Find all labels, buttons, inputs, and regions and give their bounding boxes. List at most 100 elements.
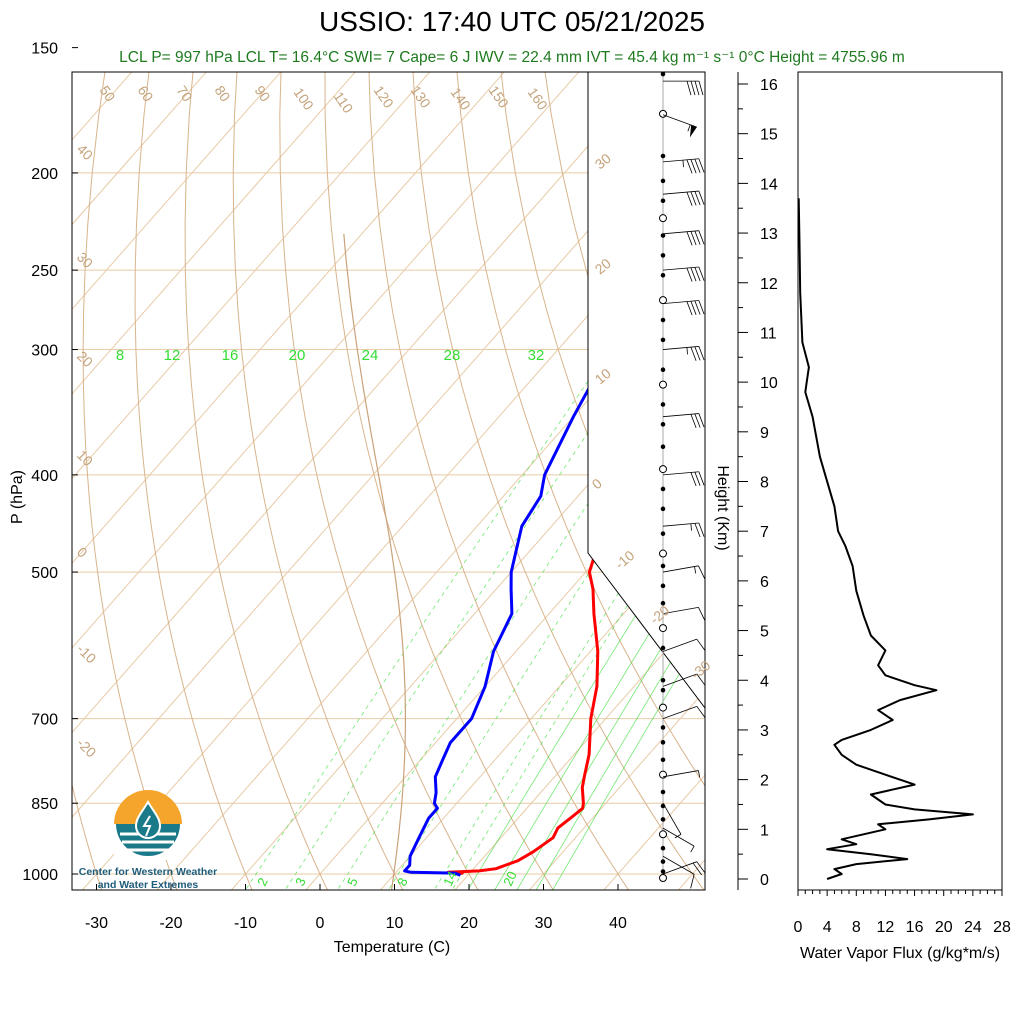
sounding-series <box>403 209 705 877</box>
level-marker <box>660 725 666 730</box>
isotherm-line <box>81 181 705 890</box>
x-tick-label: 30 <box>535 915 553 932</box>
isotherm-label-left: 40 <box>74 141 96 163</box>
height-tick-label: 9 <box>760 425 769 442</box>
level-marker <box>660 253 666 258</box>
level-marker-open <box>659 770 667 779</box>
wind-barb-full <box>694 523 701 538</box>
wind-barb <box>662 158 705 174</box>
level-marker <box>660 486 666 492</box>
wind-barb-full <box>686 301 693 316</box>
dry-adiabat-line <box>954 0 1024 895</box>
wind-barb-staff <box>662 705 697 720</box>
wind-barb-full <box>694 230 701 245</box>
isotherm-line <box>72 72 356 395</box>
wind-barb-full <box>690 874 695 889</box>
x-tick-label: 10 <box>386 915 404 932</box>
logo-line-1: Center for Western Weather <box>78 866 218 878</box>
dry-adiabat-label: 100 <box>291 85 318 113</box>
wind-barb-full <box>686 231 693 246</box>
logo-water-icon <box>116 824 180 856</box>
wind-barb-half <box>690 845 695 853</box>
height-tick-label: 2 <box>760 773 769 790</box>
wind-barb-staff <box>662 606 699 614</box>
wind-barb-full <box>690 301 697 315</box>
wind-barb <box>662 230 705 246</box>
wind-barb <box>662 803 682 839</box>
x-tick-label: 40 <box>609 915 627 932</box>
level-marker-open <box>659 624 667 633</box>
dry-adiabat-label: 110 <box>331 89 357 117</box>
level-marker <box>660 583 666 589</box>
level-marker <box>660 740 666 745</box>
skewt-frame <box>71 71 706 891</box>
level-marker-open <box>659 703 667 712</box>
level-marker <box>660 506 666 512</box>
wind-barb-full <box>698 266 705 281</box>
wind-barb <box>662 346 705 361</box>
level-marker <box>660 677 666 683</box>
flux-x-tick-label: 12 <box>877 919 895 936</box>
wind-barb-full <box>690 472 697 487</box>
wind-barb-full <box>698 607 706 621</box>
isotherm-line <box>72 97 705 818</box>
wind-barb-full <box>690 191 697 206</box>
mixing-ratio-label-bottom: 2 <box>254 875 271 888</box>
background-lines <box>72 0 1024 895</box>
isotherm-line <box>748 0 1024 895</box>
level-marker-open <box>659 549 667 558</box>
isotherm-line <box>379 520 705 890</box>
mixing-ratio-line <box>535 604 705 890</box>
dry-adiabat-line <box>684 0 1024 895</box>
dry-adiabat-label: 130 <box>408 83 435 111</box>
dry-adiabat-line <box>915 0 1024 895</box>
wind-barb <box>662 565 706 580</box>
mixing-ratio-label-bottom: 20 <box>500 869 520 888</box>
wind-barb-half <box>686 347 688 355</box>
x-axis-label: Temperature (C) <box>334 939 450 956</box>
dry-adiabat-line <box>412 72 705 890</box>
mixing-ratio-label: 8 <box>116 347 124 364</box>
flux-x-tick-label: 28 <box>993 919 1011 936</box>
y-tick-label: 300 <box>31 343 58 360</box>
dry-adiabat-label: 140 <box>448 85 475 113</box>
height-tick-label: 8 <box>760 475 769 492</box>
level-marker-open <box>659 830 667 839</box>
x-tick-label: -10 <box>234 915 257 932</box>
wind-barb-half <box>682 160 684 168</box>
mixing-ratio-label-bottom: 8 <box>394 875 411 888</box>
mixing-ratio-line <box>245 233 690 890</box>
isotherm-line <box>72 72 431 480</box>
flux-x-tick-label: 4 <box>823 919 832 936</box>
level-marker-open <box>659 380 667 389</box>
wind-barb-full <box>686 81 692 96</box>
wind-barb-full <box>686 267 693 282</box>
wind-barb-staff <box>662 770 699 778</box>
axes: 1001502002503004005007008501000-30-20-10… <box>9 41 706 956</box>
wind-barb <box>662 471 705 487</box>
mixing-ratio-label: 16 <box>222 347 239 364</box>
isotherm-line <box>454 605 705 890</box>
level-marker <box>660 71 666 77</box>
y-tick-label: 500 <box>31 565 58 582</box>
mixing-ratio-label-bottom: 14 <box>440 869 460 888</box>
isotherm-line <box>72 72 133 141</box>
level-marker <box>660 757 666 763</box>
wind-barb <box>662 190 705 206</box>
dry-adiabat-line <box>456 72 705 787</box>
wind-barb-staff <box>662 471 699 476</box>
level-marker <box>660 600 666 606</box>
wind-barb <box>662 114 697 138</box>
wind-barb-full <box>686 159 693 174</box>
y-tick-label: 850 <box>31 796 58 813</box>
flux-frame <box>797 71 1003 891</box>
level-marker-open <box>659 109 667 118</box>
wind-barb-full <box>698 158 705 173</box>
wind-barb-staff <box>662 346 699 350</box>
height-tick-label: 1 <box>760 822 769 839</box>
wind-column <box>587 71 706 890</box>
dry-adiabat-line <box>992 0 1024 895</box>
wind-barb <box>662 861 706 876</box>
isotherm-line <box>72 72 505 564</box>
mixing-ratio-label: 28 <box>444 347 461 364</box>
